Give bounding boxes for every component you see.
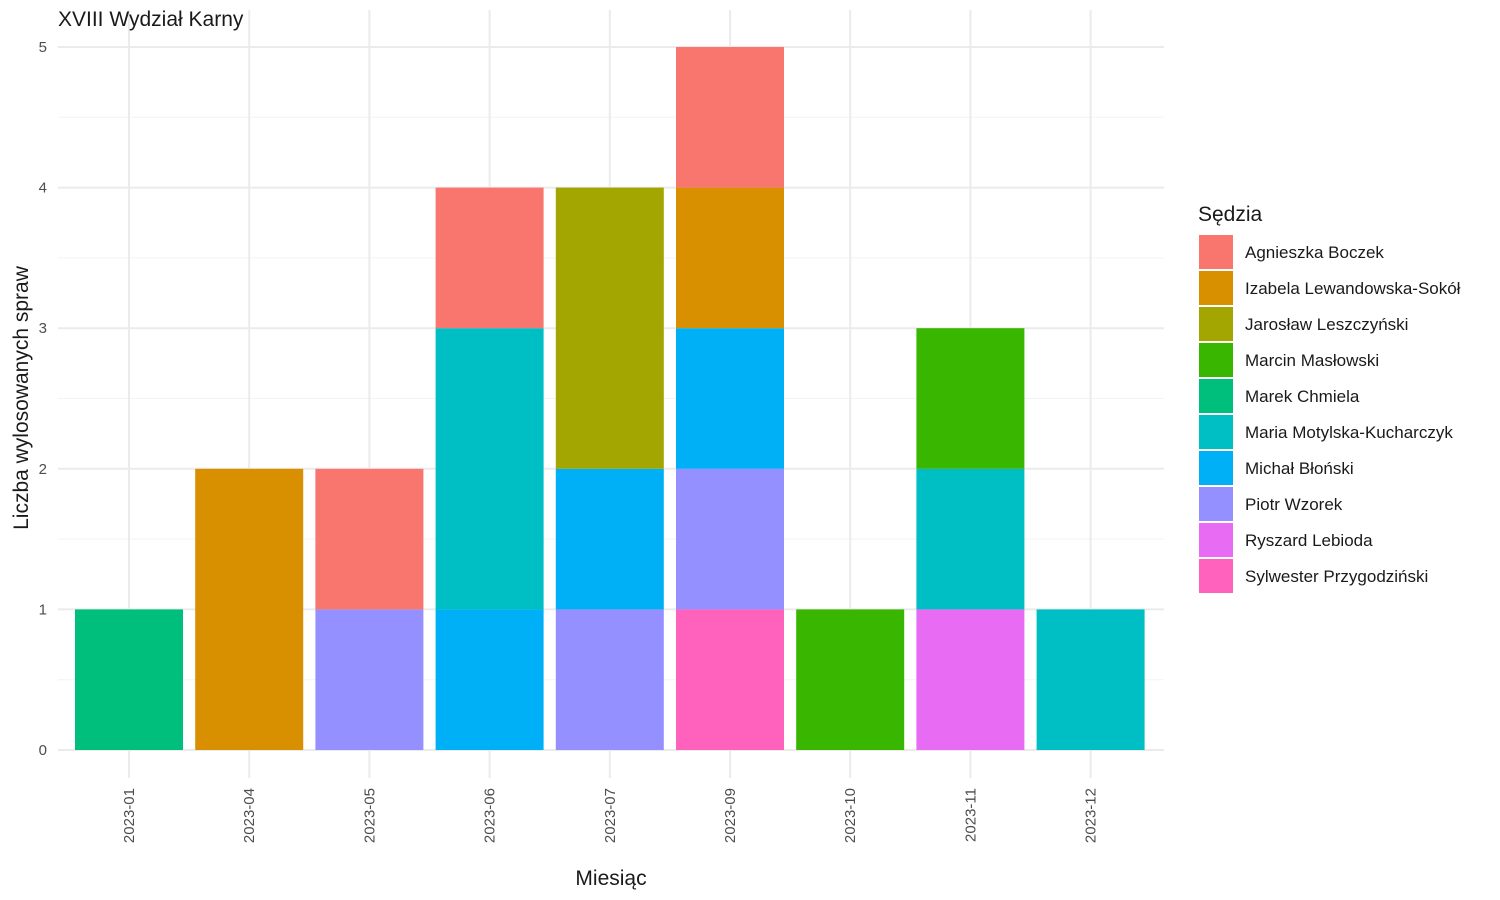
bar-segment [435,609,544,750]
legend-label: Maria Motylska-Kucharczyk [1245,423,1453,442]
x-tick-label: 2023-10 [842,788,859,843]
legend-swatch [1199,559,1233,593]
bar-segment [916,609,1025,750]
bar-segment [676,609,784,750]
y-tick-label: 5 [39,39,47,56]
legend-swatch [1199,451,1233,485]
bar-segment [555,187,664,469]
bar-segment [435,187,544,329]
bar-segment [195,468,304,750]
legend-label: Izabela Lewandowska-Sokół [1245,279,1461,298]
bar-segment [916,468,1025,610]
bar-segment [916,328,1025,469]
x-tick-label: 2023-05 [361,788,378,843]
x-tick-label: 2023-07 [602,788,619,843]
bar-segment [555,609,664,750]
legend-label: Marek Chmiela [1245,387,1360,406]
legend-swatch [1199,487,1233,521]
bar-segment [1036,609,1145,750]
legend-swatch [1199,523,1233,557]
legend-swatch [1199,307,1233,341]
y-tick-label: 3 [39,320,47,337]
bar-segment [75,609,183,750]
x-axis-title: Miesiąc [575,867,646,890]
chart-title: XVIII Wydział Karny [58,8,244,31]
x-tick-label: 2023-06 [482,788,499,843]
y-axis-title: Liczba wylosowanych spraw [10,265,33,530]
x-tick-label: 2023-01 [121,788,138,843]
legend-label: Jarosław Leszczyński [1245,315,1408,334]
legend-title: Sędzia [1198,203,1263,226]
legend: Sędzia Agnieszka Boczek Izabela Lewandows… [1198,203,1461,593]
legend-label: Agnieszka Boczek [1245,243,1384,262]
bar-segment [676,468,784,610]
legend-label: Marcin Masłowski [1245,351,1379,370]
x-axis-ticks: 2023-01 2023-04 2023-05 2023-06 2023-07 2023-… [121,788,1100,843]
bar-segment [796,609,905,750]
x-tick-label: 2023-04 [241,788,258,843]
legend-swatch [1199,379,1233,413]
bars [75,47,1145,750]
bar-segment [676,47,784,188]
x-tick-label: 2023-09 [722,788,739,843]
legend-swatch [1199,235,1233,269]
legend-swatch [1199,415,1233,449]
bar-segment [676,187,784,329]
legend-label: Piotr Wzorek [1245,495,1343,514]
x-tick-label: 2023-11 [962,788,979,842]
y-axis-ticks: 0 1 2 3 4 5 [39,39,47,759]
y-tick-label: 0 [39,742,47,759]
y-tick-label: 4 [39,180,47,197]
bar-segment [435,328,544,610]
legend-swatch [1199,271,1233,305]
legend-label: Sylwester Przygodziński [1245,567,1428,586]
y-tick-label: 2 [39,461,47,478]
y-tick-label: 1 [39,601,47,618]
bar-segment [315,468,424,610]
legend-label: Ryszard Lebioda [1245,531,1373,550]
legend-label: Michał Błoński [1245,459,1354,478]
bar-segment [315,609,424,750]
legend-swatch [1199,343,1233,377]
bar-segment [555,468,664,610]
x-tick-label: 2023-12 [1083,788,1100,843]
bar-segment [676,328,784,469]
